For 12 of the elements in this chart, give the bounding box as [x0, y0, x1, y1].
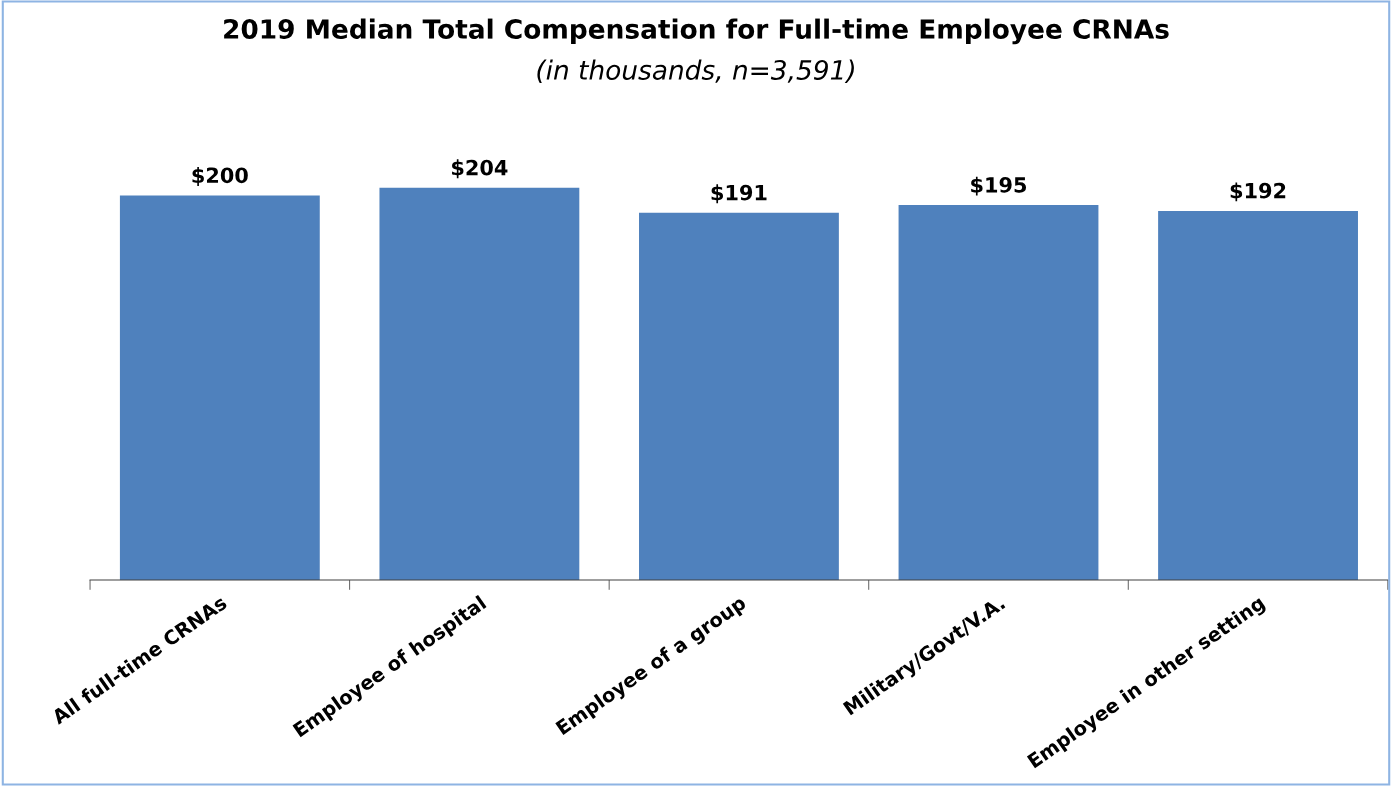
data-label: $200	[192, 167, 248, 186]
data-label: $192	[1230, 182, 1286, 202]
data-label: $204	[452, 159, 508, 179]
bar	[379, 187, 580, 581]
data-label: $195	[971, 176, 1027, 196]
bar	[898, 205, 1099, 581]
bar	[639, 212, 839, 581]
chart-title: 2019 Median Total Compensation for Full-time Employee CRNAs	[224, 18, 1169, 45]
bar	[1158, 210, 1358, 581]
data-label: $191	[711, 184, 767, 204]
chart-subtitle: (in thousands, n=3,591)	[537, 59, 854, 84]
bar	[119, 195, 320, 581]
